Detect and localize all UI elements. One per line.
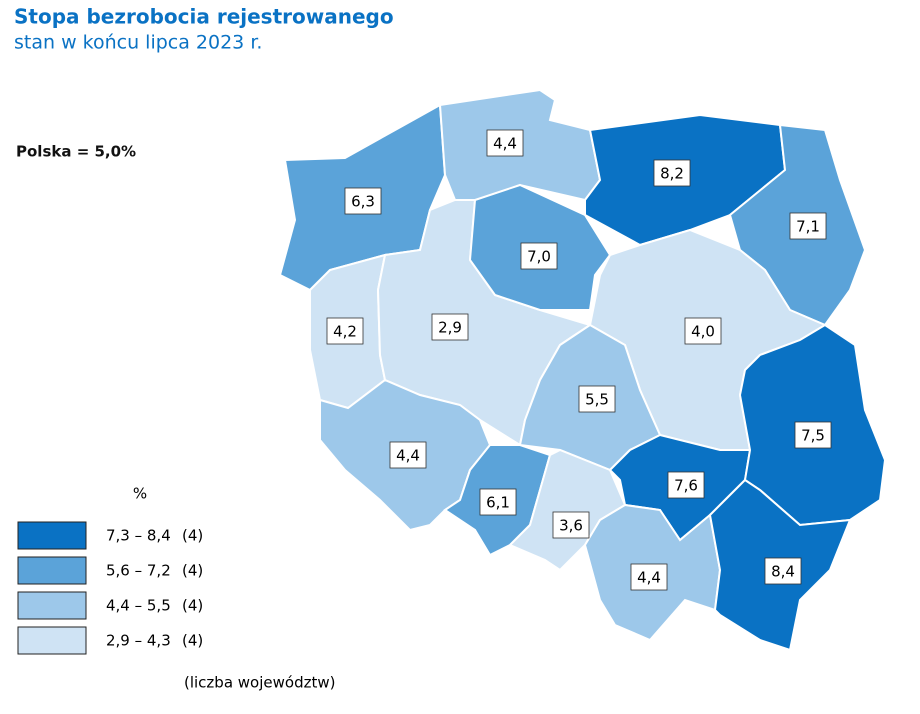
label-box [764, 557, 802, 585]
region [508, 448, 627, 572]
legend-count: (4) [182, 632, 203, 650]
label-box [326, 317, 364, 345]
region-label: 6,1 [486, 494, 510, 512]
legend-range: 2,9 – 4,3 [106, 632, 171, 650]
legend: % (liczba województw) 7,3 – 8,4 (4) 5,6 – … [17, 485, 335, 692]
region-label: 4,4 [637, 569, 661, 587]
label-box [344, 187, 382, 215]
legend-count: (4) [182, 562, 203, 580]
legend-title: % [133, 485, 147, 503]
region-label: 4,4 [493, 135, 517, 153]
legend-swatch [17, 591, 87, 620]
label-box [789, 212, 827, 240]
regions: 6,3 4,4 8,2 7,1 4,2 2,9 7,0 4,0 5,5 4,4 6,1 3,6 7,6 7… [278, 88, 887, 652]
label-box [653, 159, 691, 187]
label-box [794, 421, 832, 449]
label-box [684, 317, 722, 345]
region-label: 8,4 [771, 563, 795, 581]
legend-range: 4,4 – 5,5 [106, 597, 171, 615]
label-box [520, 242, 558, 270]
legend-range: 5,6 – 7,2 [106, 562, 171, 580]
region-label: 5,5 [585, 391, 609, 409]
region-label: 4,2 [333, 323, 357, 341]
label-box [486, 129, 524, 157]
legend-count: (4) [182, 527, 203, 545]
summary: Polska = 5,0% [16, 143, 136, 161]
label-box [578, 385, 616, 413]
legend-swatch [17, 521, 87, 550]
region-label: 3,6 [559, 517, 583, 535]
legend-swatch [17, 626, 87, 655]
legend-count: (4) [182, 597, 203, 615]
region-label: 8,2 [660, 165, 684, 183]
region-label: 7,5 [801, 427, 825, 445]
region-label: 7,1 [796, 218, 820, 236]
label-box [552, 511, 590, 539]
legend-note: (liczba województw) [184, 674, 335, 692]
region-label: 2,9 [438, 319, 462, 337]
label-box [630, 563, 668, 591]
legend-swatch [17, 556, 87, 585]
subtitle: stan w końcu lipca 2023 r. [14, 32, 262, 54]
region-label: 7,6 [674, 477, 698, 495]
region-label: 6,3 [351, 193, 375, 211]
region-label: 4,0 [691, 323, 715, 341]
label-box [479, 488, 517, 516]
region-label: 4,4 [396, 447, 420, 465]
label-box [431, 313, 469, 341]
label-box [389, 441, 427, 469]
label-box [667, 471, 705, 499]
legend-range: 7,3 – 8,4 [106, 527, 171, 545]
region-label: 7,0 [527, 248, 551, 266]
title: Stopa bezrobocia rejestrowanego [14, 5, 394, 29]
